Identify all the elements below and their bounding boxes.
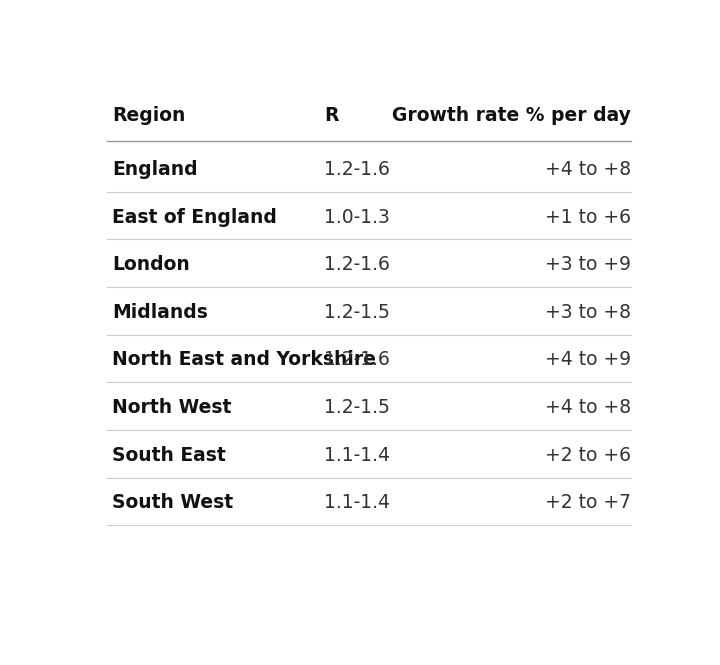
- Text: Growth rate % per day: Growth rate % per day: [392, 106, 631, 125]
- Text: 1.0-1.3: 1.0-1.3: [324, 207, 390, 227]
- Text: North West: North West: [112, 398, 232, 417]
- Text: +2 to +6: +2 to +6: [545, 446, 631, 465]
- Text: 1.2-1.5: 1.2-1.5: [324, 303, 390, 322]
- Text: 1.1-1.4: 1.1-1.4: [324, 446, 390, 465]
- Text: +4 to +8: +4 to +8: [545, 398, 631, 417]
- Text: London: London: [112, 255, 190, 274]
- Text: 1.2-1.6: 1.2-1.6: [324, 160, 390, 179]
- Text: 1.1-1.4: 1.1-1.4: [324, 493, 390, 512]
- Text: East of England: East of England: [112, 207, 277, 227]
- Text: 1.2-1.6: 1.2-1.6: [324, 350, 390, 369]
- Text: R: R: [324, 106, 339, 125]
- Text: 1.2-1.6: 1.2-1.6: [324, 255, 390, 274]
- Text: North East and Yorkshire: North East and Yorkshire: [112, 350, 377, 369]
- Text: 1.2-1.5: 1.2-1.5: [324, 398, 390, 417]
- Text: +2 to +7: +2 to +7: [545, 493, 631, 512]
- Text: +1 to +6: +1 to +6: [545, 207, 631, 227]
- Text: +4 to +8: +4 to +8: [545, 160, 631, 179]
- Text: +4 to +9: +4 to +9: [545, 350, 631, 369]
- Text: +3 to +8: +3 to +8: [545, 303, 631, 322]
- Text: +3 to +9: +3 to +9: [545, 255, 631, 274]
- Text: Midlands: Midlands: [112, 303, 208, 322]
- Text: South East: South East: [112, 446, 226, 465]
- Text: South West: South West: [112, 493, 233, 512]
- Text: England: England: [112, 160, 198, 179]
- Text: Region: Region: [112, 106, 186, 125]
